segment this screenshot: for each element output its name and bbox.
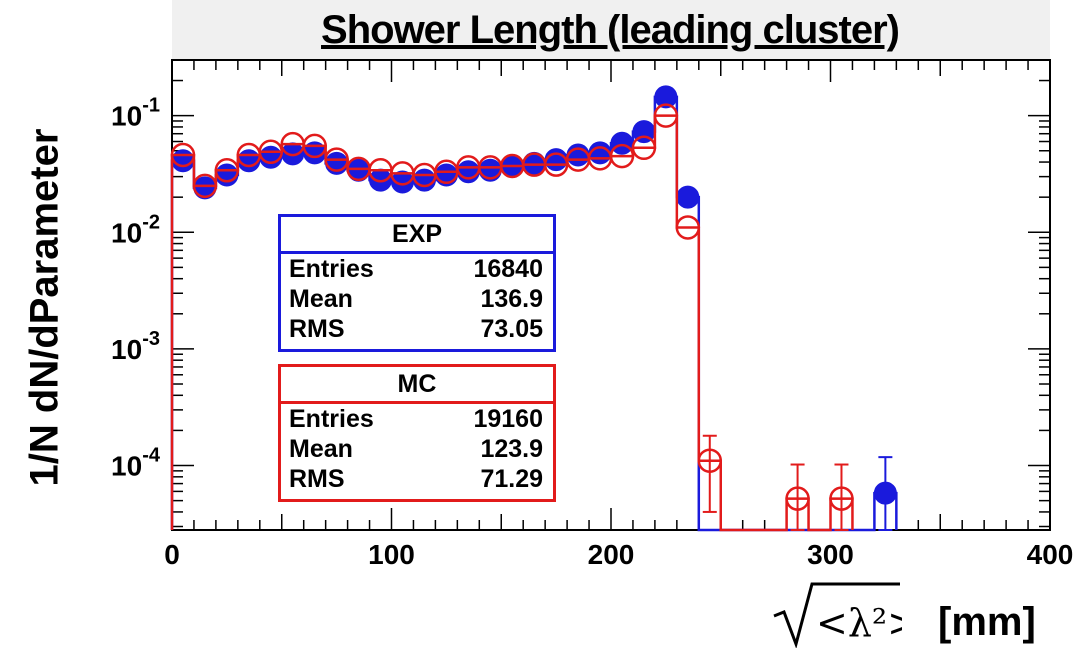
stats-row-mean: Mean 123.9 <box>281 434 553 464</box>
stats-box-title: EXP <box>281 217 553 254</box>
data-point-exp <box>215 163 239 187</box>
stats-label: RMS <box>289 315 345 343</box>
x-tick-label: 100 <box>368 539 415 570</box>
title-band <box>172 0 1050 60</box>
stats-label: Entries <box>289 405 374 433</box>
data-point-exp <box>171 149 195 173</box>
stats-label: Entries <box>289 255 374 283</box>
data-point-exp <box>566 143 590 167</box>
x-axis-unit-label: [mm] <box>938 600 1036 644</box>
data-point-exp <box>237 149 261 173</box>
data-point-mc <box>675 215 701 240</box>
y-tick-label: 10-2 <box>111 211 160 248</box>
stats-box-exp: EXP Entries 16840 Mean 136.9 RMS 73.05 <box>278 214 556 352</box>
stats-label: Mean <box>289 285 353 313</box>
data-point-mc <box>192 173 218 199</box>
y-tick-label: 10-1 <box>111 95 160 132</box>
data-point-mc <box>214 158 240 183</box>
stats-box-title: MC <box>281 367 553 404</box>
data-point-exp <box>544 148 568 172</box>
data-point-exp <box>588 141 612 165</box>
stats-value: 73.05 <box>480 315 543 343</box>
stats-value: 16840 <box>473 255 543 283</box>
data-point-exp <box>873 481 897 505</box>
y-tick-label: 10-4 <box>111 445 161 482</box>
data-point-mc <box>697 448 723 473</box>
stats-label: RMS <box>289 465 345 493</box>
stats-row-entries: Entries 16840 <box>281 254 553 284</box>
x-tick-label: 200 <box>588 539 635 570</box>
data-point-exp <box>412 168 436 192</box>
data-point-mc <box>170 142 196 168</box>
data-point-exp <box>676 185 700 209</box>
stats-value: 71.29 <box>480 465 543 493</box>
stats-row-rms: RMS 71.29 <box>281 464 553 494</box>
x-tick-label: 400 <box>1027 539 1074 570</box>
stats-label: Mean <box>289 435 353 463</box>
data-point-exp <box>259 145 283 169</box>
data-point-mc <box>631 135 657 161</box>
stats-row-entries: Entries 19160 <box>281 404 553 434</box>
x-tick-label: 0 <box>164 539 180 570</box>
x-tick-label: 300 <box>807 539 854 570</box>
data-point-mc <box>258 139 284 165</box>
stats-value: 136.9 <box>480 285 543 313</box>
data-point-mc <box>609 143 635 169</box>
data-point-mc <box>653 103 679 128</box>
stats-value: 19160 <box>473 405 543 433</box>
x-axis-symbol-sqrt-lambda2: <λ²> <box>773 582 902 648</box>
stats-value: 123.9 <box>480 435 543 463</box>
stats-row-rms: RMS 73.05 <box>281 314 553 344</box>
stats-box-mc: MC Entries 19160 Mean 123.9 RMS 71.29 <box>278 364 556 502</box>
chart-title: Shower Length (leading cluster) <box>321 8 900 52</box>
svg-text:<λ²>: <λ²> <box>816 601 902 645</box>
y-tick-label: 10-3 <box>111 328 160 365</box>
data-point-mc <box>324 147 349 172</box>
data-point-exp <box>654 85 678 109</box>
data-point-mc <box>785 486 810 511</box>
data-point-mc <box>829 486 854 511</box>
stats-row-mean: Mean 136.9 <box>281 284 553 314</box>
data-point-exp <box>610 131 634 155</box>
data-point-mc <box>302 133 327 159</box>
